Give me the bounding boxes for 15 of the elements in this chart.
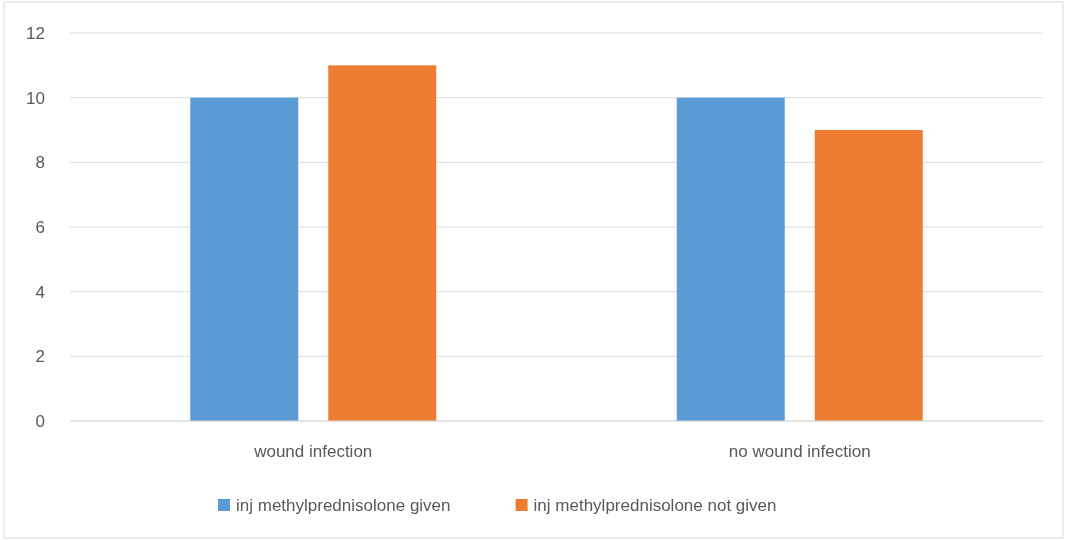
y-tick-label: 8 (35, 153, 45, 173)
y-tick-label: 12 (26, 23, 45, 43)
x-tick-label: wound infection (253, 442, 373, 461)
y-tick-label: 0 (35, 411, 45, 431)
y-tick-label: 6 (35, 217, 45, 237)
legend-label: inj methylprednisolone not given (533, 495, 777, 515)
bar (328, 65, 437, 421)
bar (190, 97, 299, 421)
bar (676, 97, 785, 421)
x-tick-label: no wound infection (728, 442, 871, 461)
legend-label: inj methylprednisolone given (236, 495, 451, 515)
y-tick-label: 10 (26, 88, 45, 108)
y-tick-label: 2 (35, 347, 45, 367)
y-tick-label: 4 (35, 282, 45, 302)
bar (814, 130, 923, 421)
